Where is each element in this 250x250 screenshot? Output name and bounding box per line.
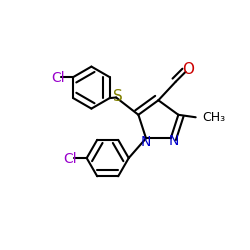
Text: N: N: [168, 134, 179, 148]
Text: S: S: [113, 89, 123, 104]
Text: N: N: [141, 135, 151, 149]
Text: O: O: [182, 62, 194, 77]
Text: Cl: Cl: [51, 71, 65, 85]
Text: Cl: Cl: [63, 152, 77, 166]
Text: CH₃: CH₃: [202, 111, 225, 124]
